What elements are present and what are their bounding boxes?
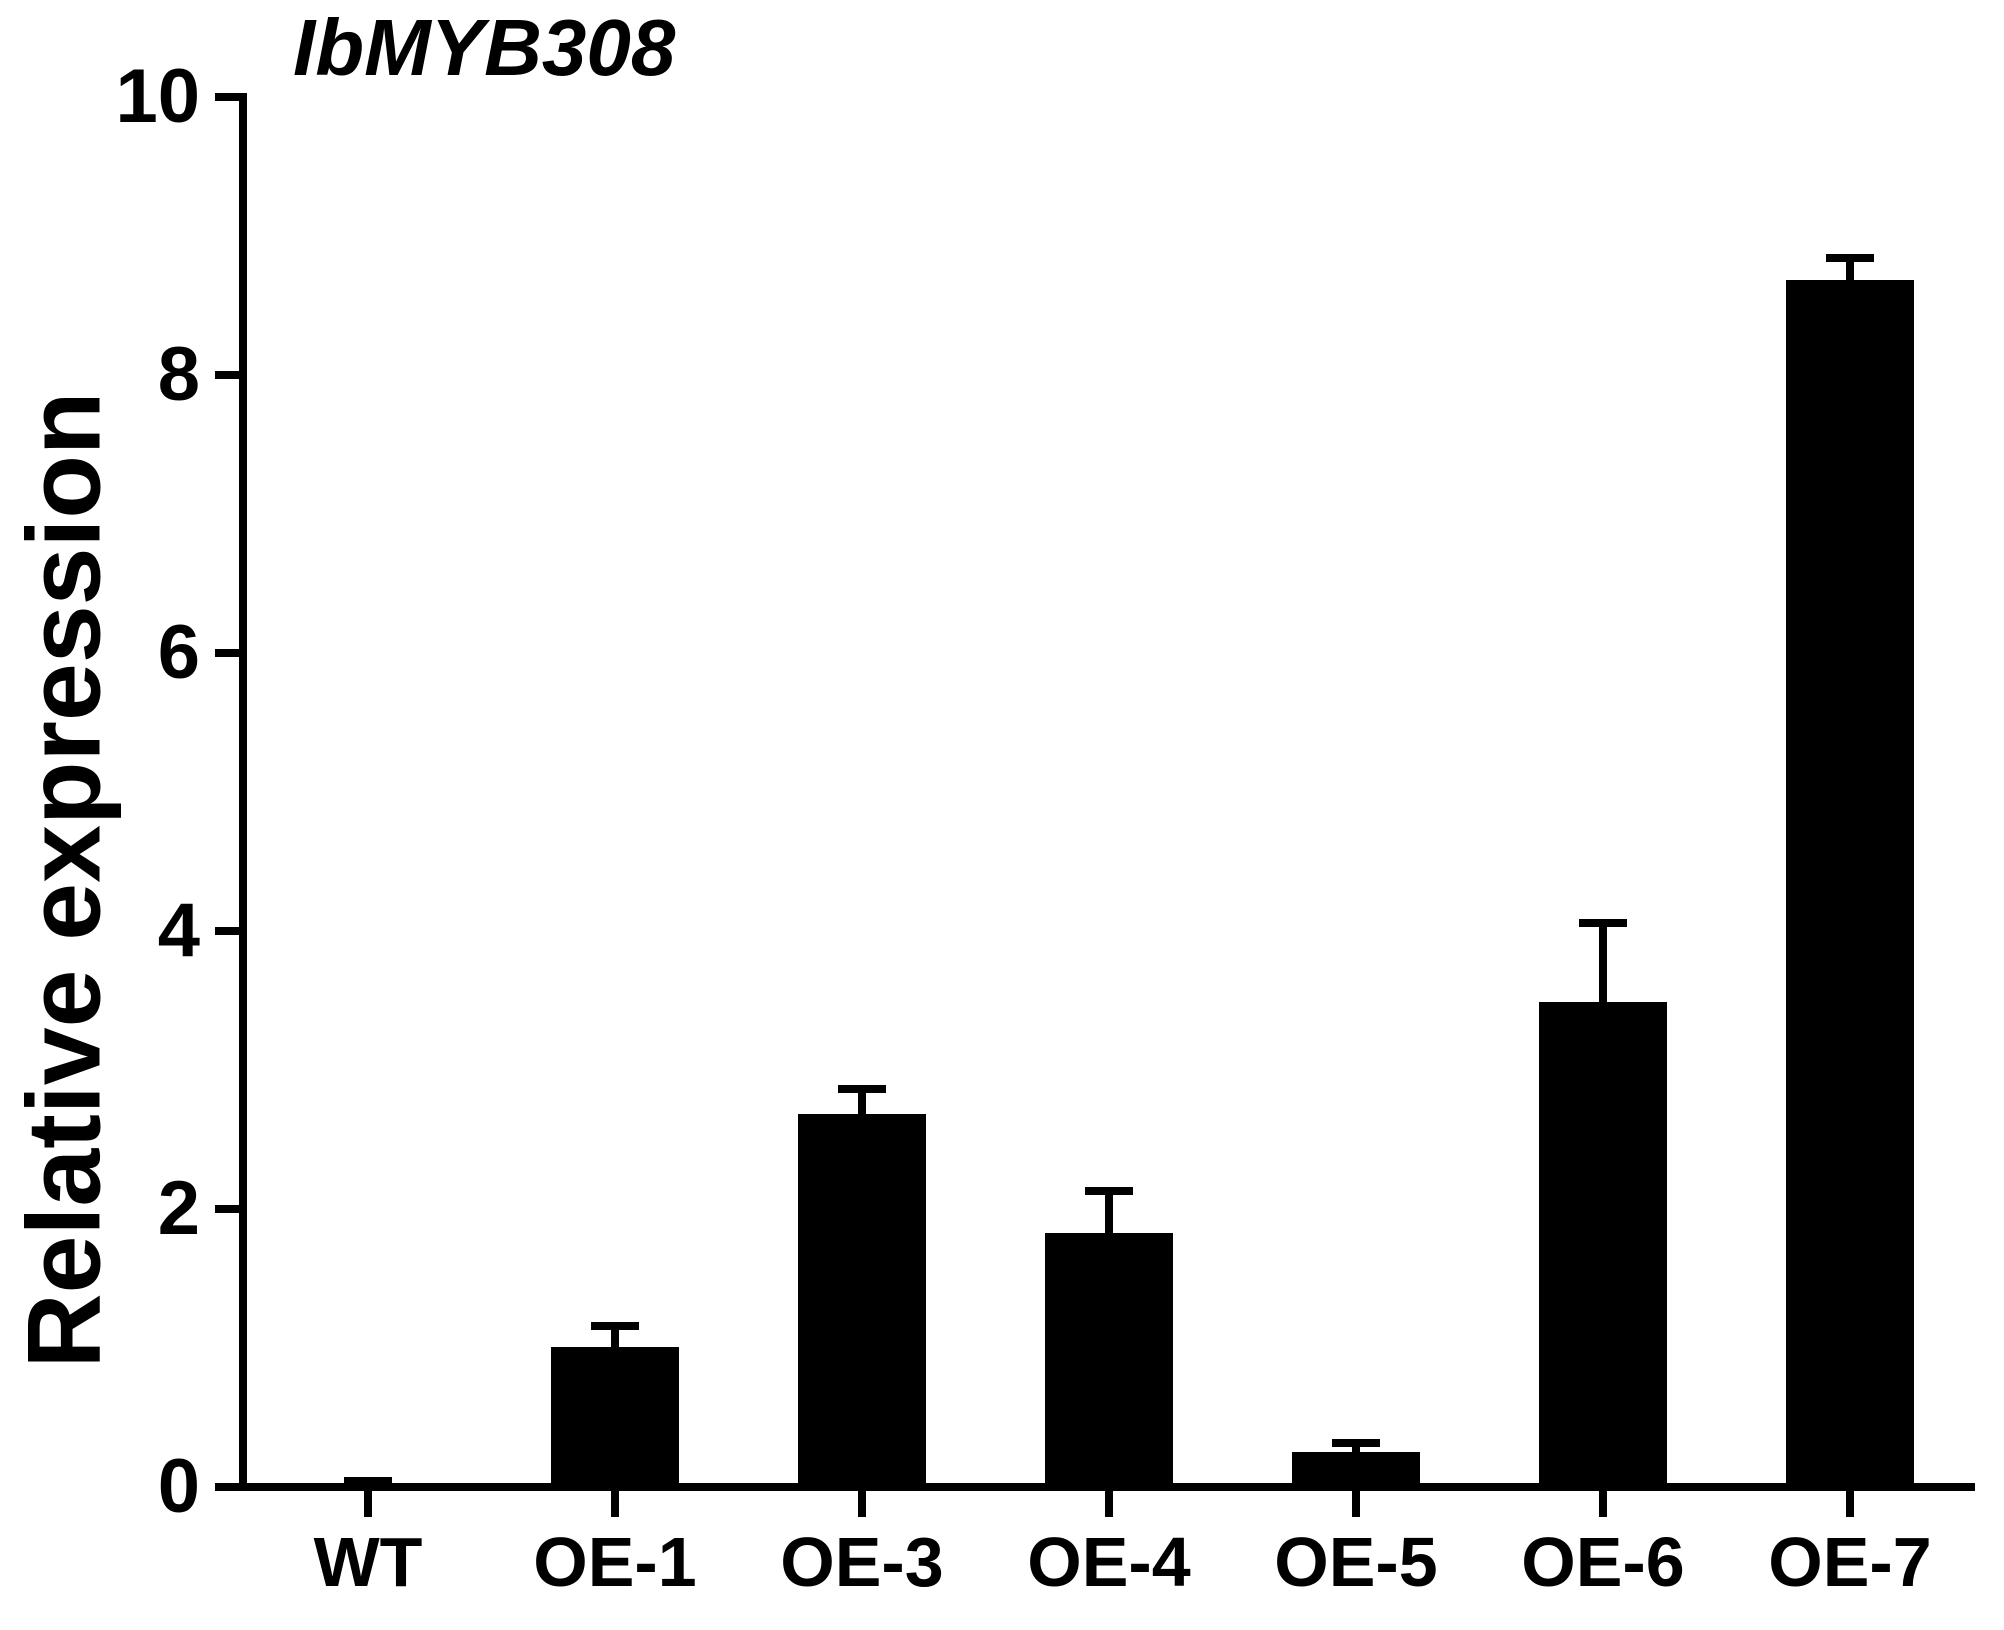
error-bar-cap [344,1477,392,1486]
bar-OE-1 [551,1346,679,1487]
bar-OE-7 [1786,280,1914,1487]
x-tick [1846,1491,1854,1517]
error-bar-stem [1846,258,1854,291]
chart-title: IbMYB308 [293,3,676,92]
y-tick [215,371,243,379]
x-tick-label: OE-4 [1027,1523,1191,1601]
x-tick [1105,1491,1113,1517]
error-bar-stem [364,1481,372,1495]
x-axis-line [239,1483,1975,1491]
bar-OE-4 [1045,1232,1173,1487]
y-tick [215,649,243,657]
x-tick-label: OE-6 [1521,1523,1685,1601]
y-tick-label: 8 [157,332,200,417]
x-tick [364,1491,372,1517]
error-bar-cap [1085,1186,1133,1195]
x-tick [858,1491,866,1517]
x-tick-label: OE-5 [1274,1523,1438,1601]
error-bar-stem [611,1325,619,1357]
y-tick-label: 4 [157,888,200,973]
error-bar-stem [1105,1190,1113,1243]
error-bar-stem [1599,922,1607,1012]
y-tick [215,1205,243,1213]
y-tick-label: 10 [115,54,200,139]
y-tick-label: 6 [157,610,200,695]
x-tick [1599,1491,1607,1517]
x-tick-label: WT [313,1523,423,1601]
bar-OE-6 [1539,1001,1667,1487]
error-bar-cap [1579,918,1627,927]
x-tick [611,1491,619,1517]
error-bar-cap [1826,254,1874,263]
x-tick-label: OE-1 [533,1523,697,1601]
x-tick-label: OE-3 [780,1523,944,1601]
bar-OE-5 [1292,1452,1420,1487]
y-tick [215,1483,243,1491]
y-axis-line [239,93,247,1491]
x-tick-label: OE-7 [1768,1523,1932,1601]
x-tick [1352,1491,1360,1517]
y-tick-label: 0 [157,1444,200,1529]
y-tick-label: 2 [157,1166,200,1251]
error-bar-stem [858,1089,866,1125]
bar-WT [304,1484,432,1487]
bar-OE-3 [798,1114,926,1487]
error-bar-cap [1332,1438,1380,1447]
y-tick [215,927,243,935]
error-bar-cap [591,1321,639,1330]
error-bar-cap [838,1085,886,1094]
y-tick [215,93,243,101]
